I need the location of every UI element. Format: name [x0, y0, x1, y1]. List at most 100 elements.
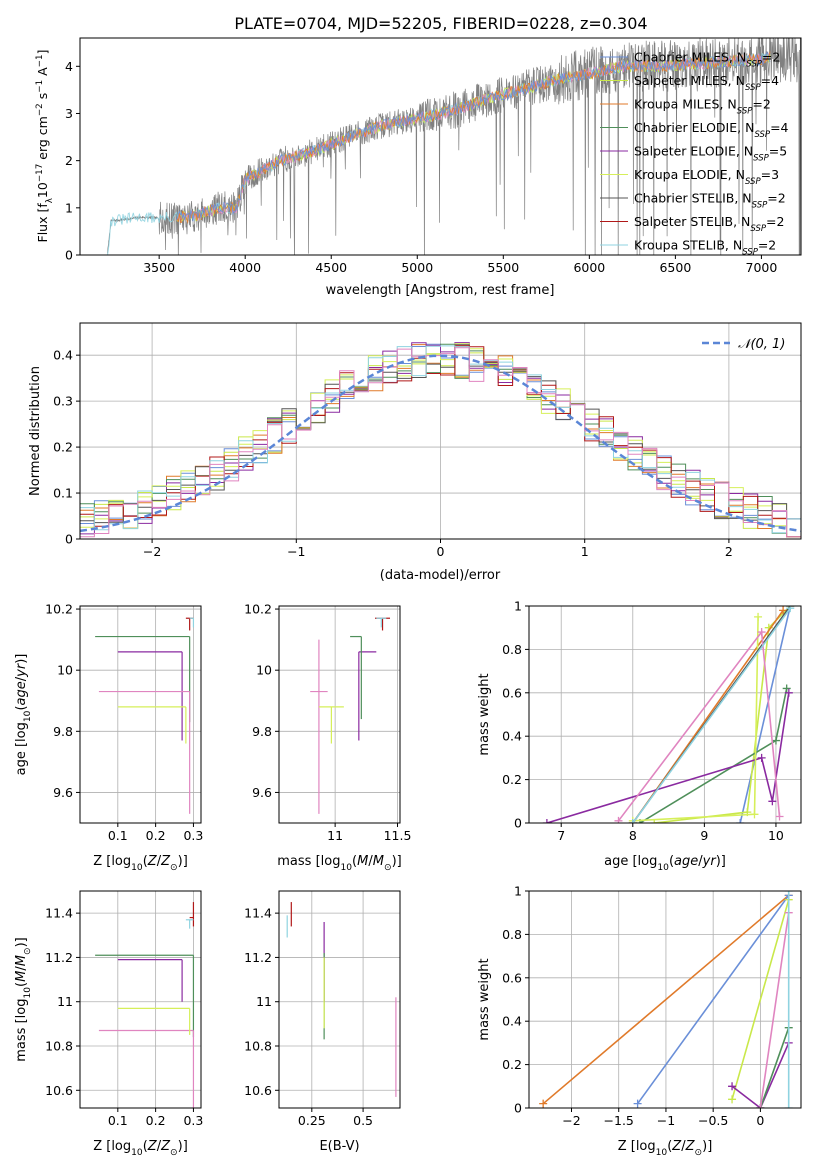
y-tick-label: 10.8 [45, 1039, 73, 1054]
label-part: age [14, 681, 29, 705]
label-part: ( [669, 854, 674, 869]
label-part: 10 [131, 863, 143, 873]
plot-area [310, 617, 391, 814]
y-axis-label: Normed distribution [28, 366, 43, 496]
y-tick-label: 9.6 [53, 785, 73, 800]
legend-label-part: SSP [754, 130, 770, 140]
label-part: / [698, 854, 703, 869]
label-part: yr [14, 662, 29, 678]
legend-label-part: =5 [769, 144, 787, 159]
legend-label-part: SSP [737, 107, 753, 117]
label-part: mass [log [14, 999, 29, 1062]
y-tick-label: 0.4 [53, 348, 73, 363]
legend-label: Kroupa ELODIE, NSSP=3 [634, 167, 779, 187]
legend-label-part: =2 [767, 191, 785, 206]
x-axis-label: Z [log10(Z/Z⊙)] [93, 1139, 188, 1158]
weight-marker [786, 606, 795, 613]
label-part: age [log [14, 722, 29, 775]
axes-frame [79, 605, 202, 824]
weight-line-kroupa_stelib [632, 607, 791, 823]
label-part: erg cm [35, 116, 50, 164]
label-part: 10 [23, 710, 33, 722]
y-tick-label: 10.8 [244, 1039, 272, 1054]
y-tick-label: 0.6 [502, 970, 522, 985]
weight-marker [736, 819, 745, 823]
grid [279, 891, 400, 1108]
label-part: )] [178, 854, 188, 869]
model-spectrum-chabrier_miles [175, 50, 771, 222]
label-part: λ [45, 198, 55, 203]
legend-label-part: Chabrier ELODIE, N [634, 120, 754, 135]
weight-line-chabrier_elodie [759, 1027, 790, 1108]
y-tick-label: 11 [57, 994, 73, 1009]
y-tick-label: 9.6 [252, 785, 272, 800]
label-part: −2 [35, 103, 45, 116]
x-tick-label: 0.25 [298, 1113, 326, 1128]
x-tick-label: 0.1 [108, 828, 128, 843]
grid [279, 606, 400, 823]
weight-marker [779, 606, 788, 615]
spectrum-data-line [107, 38, 801, 255]
plot-layer: 3500 4000 4500 5000 5500 6000 6500 700001234Cha… [14, 37, 802, 1158]
y-axis-label: mass weight [477, 958, 492, 1040]
grid [529, 605, 801, 824]
label-part: / [681, 1139, 686, 1154]
y-tick-label: 11.4 [244, 906, 272, 921]
y-tick-label: 10.2 [45, 602, 73, 617]
x-tick-label: 5000 [401, 260, 433, 275]
legend-label-part: =2 [766, 214, 784, 229]
weight-marker [771, 736, 780, 745]
x-tick-label: 0.5 [353, 1113, 373, 1128]
x-tick-label: 0.1 [108, 1113, 128, 1128]
y-tick-label: 11.2 [45, 950, 73, 965]
x-tick-label: 8 [629, 828, 637, 843]
x-axis-label: (data-model)/error [380, 568, 501, 583]
legend-label: Kroupa MILES, NSSP=2 [634, 97, 771, 117]
legend-label: Chabrier ELODIE, NSSP=4 [634, 120, 789, 140]
legend-label-part: SSP [745, 83, 761, 93]
label-part: yr [702, 854, 718, 869]
label-part: / [157, 854, 162, 869]
label-part: Z [685, 1139, 696, 1154]
axes-frame [278, 890, 401, 1109]
x-tick-label: −0.5 [698, 1113, 728, 1128]
y-tick-label: 10.6 [244, 1083, 272, 1098]
y-tick-label: 10 [256, 663, 272, 678]
label-part: ( [143, 854, 148, 869]
axes-frame [528, 890, 802, 1109]
y-tick-label: 0 [514, 816, 522, 831]
label-part: s [35, 93, 50, 104]
label-part: −17 [35, 164, 45, 182]
y-tick-label: 0.2 [502, 772, 522, 787]
label-part: ⊙ [23, 947, 33, 955]
label-part: ] [35, 50, 50, 55]
legend-label-part: Chabrier MILES, N [634, 50, 746, 65]
x-tick-label: 2 [725, 544, 733, 559]
x-tick-label: −2 [143, 544, 161, 559]
weight-marker [775, 812, 784, 821]
y-tick-label: 11.2 [244, 950, 272, 965]
label-part: / [14, 966, 29, 971]
y-tick-label: 1 [514, 599, 522, 614]
weight-line-chabrier_miles [739, 606, 792, 823]
label-part: ( [14, 705, 29, 710]
weight-marker [757, 753, 766, 762]
legend-label: Chabrier MILES, NSSP=2 [634, 50, 780, 70]
plot-area [80, 342, 801, 538]
legend-label-part: SSP [745, 177, 761, 187]
legend-label-part: Kroupa MILES, N [634, 97, 737, 112]
x-tick-label: 7 [557, 828, 565, 843]
legend-label-part: =2 [762, 50, 780, 65]
label-part: )] [702, 1139, 712, 1154]
y-tick-label: 0.4 [502, 729, 522, 744]
legend-label-part: SSP [753, 154, 769, 164]
x-tick-label: 9 [700, 828, 708, 843]
weight-line-salpeter_miles [731, 899, 790, 1100]
y-tick-label: 9.8 [53, 724, 73, 739]
label-part: )] [716, 854, 726, 869]
weight-line-kroupa_miles [542, 894, 790, 1105]
label-part: ( [352, 854, 357, 869]
label-part: M [357, 854, 368, 869]
